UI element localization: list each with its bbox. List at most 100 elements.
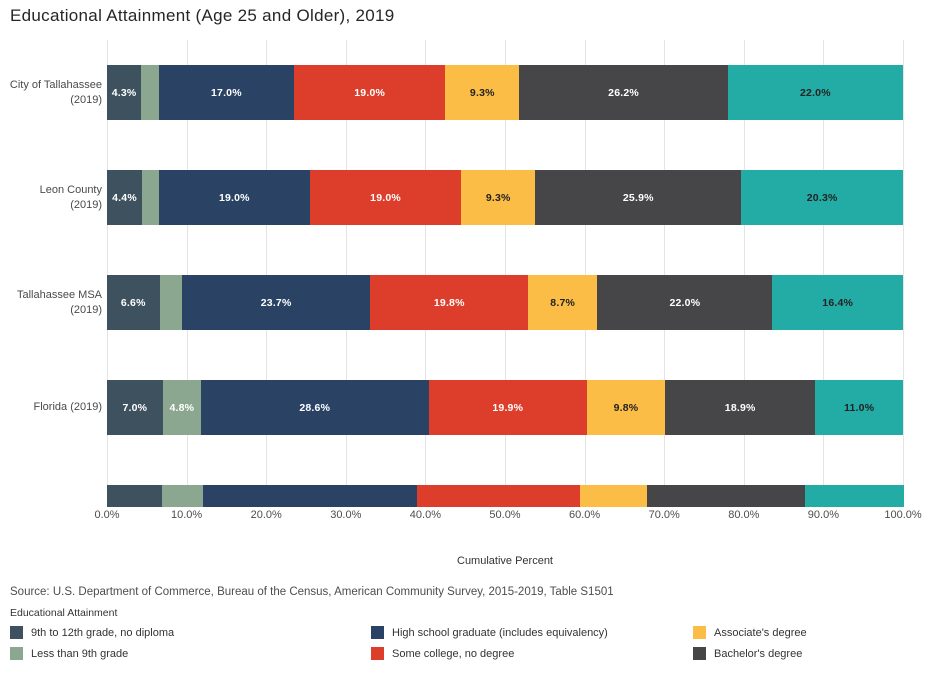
segment-value-label: 19.0% [354, 86, 386, 99]
segment-value-label: 18.9% [724, 401, 756, 414]
stacked-bar: 6.6% 23.7% 19.8% 8.7% 22.0% 16.4% [107, 275, 903, 330]
segment-value-label: 22.0% [799, 86, 831, 99]
bar-segment-unlabeled-teal[interactable] [805, 485, 904, 507]
gridline [345, 40, 347, 507]
bar-segment-high-school-graduate[interactable]: 19.0% [158, 170, 310, 225]
x-tick-label: 90.0% [807, 509, 839, 521]
legend-swatch [371, 647, 384, 660]
bar-segment-high-school-graduate[interactable] [202, 485, 418, 507]
bar-row: Florida (2019) 7.0% 4.8% 28.6% 19.9% 9.8% 18.9… [0, 355, 943, 460]
legend-item[interactable]: Bachelor's degree [693, 647, 802, 660]
bar-row: Leon County (2019) 4.4% 19.0% 19.0% 9.3% 25.9%… [0, 145, 943, 250]
bar-segment-unlabeled-teal[interactable]: 20.3% [741, 170, 903, 225]
bar-segment-some-college-no-degree[interactable] [417, 485, 580, 507]
x-tick-label: 30.0% [330, 509, 362, 521]
x-tick-label: 10.0% [170, 509, 203, 521]
segment-value-label: 17.0% [210, 86, 242, 99]
x-tick-label: 20.0% [250, 509, 282, 521]
bar-segment-bachelors-degree[interactable]: 22.0% [597, 275, 773, 330]
source-note: Source: U.S. Department of Commerce, Bur… [10, 586, 614, 598]
row-label-line: United States [36, 505, 102, 507]
bar-row: City of Tallahassee (2019) 4.3% 17.0% 19.0% 9… [0, 40, 943, 145]
gridline [903, 40, 904, 507]
bar-segment-grade-9-12-no-diploma[interactable] [107, 485, 162, 507]
segment-value-label: 19.0% [370, 191, 401, 204]
segment-value-label: 9.3% [469, 86, 495, 99]
bar-segment-less-than-9th-grade[interactable] [161, 485, 203, 507]
x-tick-label: 0.0% [94, 509, 120, 521]
bar-segment-bachelors-degree[interactable]: 25.9% [535, 170, 742, 225]
legend-item[interactable]: Some college, no degree [371, 647, 514, 660]
bar-segment-high-school-graduate[interactable]: 28.6% [200, 380, 429, 435]
row-label[interactable]: Leon County (2019) [0, 145, 102, 250]
bar-segment-less-than-9th-grade[interactable] [142, 170, 159, 225]
bar-segment-grade-9-12-no-diploma[interactable]: 7.0% [107, 380, 163, 435]
bar-segment-associates-degree[interactable]: 9.3% [445, 65, 520, 120]
legend-item[interactable]: High school graduate (includes equivalen… [371, 626, 608, 639]
stacked-bar: 4.3% 17.0% 19.0% 9.3% 26.2% 22.0% [107, 65, 903, 120]
bar-segment-grade-9-12-no-diploma[interactable]: 6.6% [107, 275, 160, 330]
bar-segment-associates-degree[interactable]: 9.3% [461, 170, 536, 225]
legend-swatch [693, 626, 706, 639]
bar-rows: City of Tallahassee (2019) 4.3% 17.0% 19.0% 9… [0, 40, 943, 507]
bar-segment-less-than-9th-grade[interactable]: 4.8% [162, 380, 201, 435]
legend-item-label: High school graduate (includes equivalen… [392, 626, 608, 639]
row-label[interactable]: City of Tallahassee (2019) [0, 40, 102, 145]
row-label-line: Leon County [39, 183, 102, 196]
bar-segment-bachelors-degree[interactable] [647, 485, 806, 507]
x-tick-label: 60.0% [568, 509, 601, 521]
bar-segment-some-college-no-degree[interactable]: 19.0% [309, 170, 462, 225]
chart-title: Educational Attainment (Age 25 and Older… [10, 6, 395, 25]
legend-item[interactable]: 9th to 12th grade, no diploma [10, 626, 174, 639]
bar-segment-unlabeled-teal[interactable]: 11.0% [815, 380, 903, 435]
segment-value-label: 19.0% [218, 191, 250, 204]
bar-segment-grade-9-12-no-diploma[interactable]: 4.4% [107, 170, 143, 225]
bar-segment-high-school-graduate[interactable]: 17.0% [158, 65, 295, 120]
segment-value-label: 8.7% [550, 296, 576, 309]
bar-segment-unlabeled-teal[interactable]: 16.4% [772, 275, 903, 330]
row-label[interactable]: Florida (2019) [0, 355, 102, 460]
segment-value-label: 23.7% [260, 296, 292, 309]
x-axis-title: Cumulative Percent [457, 555, 553, 567]
bar-segment-associates-degree[interactable]: 9.8% [586, 380, 665, 435]
gridline [584, 40, 586, 507]
bar-segment-grade-9-12-no-diploma[interactable]: 4.3% [107, 65, 142, 120]
bar-segment-less-than-9th-grade[interactable] [159, 275, 182, 330]
bar-segment-some-college-no-degree[interactable]: 19.8% [370, 275, 529, 330]
segment-value-label: 26.2% [608, 86, 639, 99]
row-label-line: Tallahassee MSA [17, 288, 102, 301]
legend: 9th to 12th grade, no diploma Less than 9… [0, 620, 943, 673]
legend-item-label: Some college, no degree [392, 647, 515, 660]
bar-segment-high-school-graduate[interactable]: 23.7% [181, 275, 371, 330]
segment-value-label: 19.9% [492, 401, 524, 414]
stacked-bar: 7.0% 4.8% 28.6% 19.9% 9.8% 18.9% 11.0% [107, 380, 903, 435]
bar-row: United States [0, 460, 943, 507]
gridlines [107, 40, 904, 507]
bar-segment-associates-degree[interactable]: 8.7% [528, 275, 598, 330]
segment-value-label: 11.0% [844, 401, 875, 414]
bar-segment-some-college-no-degree[interactable]: 19.0% [294, 65, 446, 120]
legend-item[interactable]: Less than 9th grade [10, 647, 128, 660]
segment-value-label: 28.6% [299, 401, 331, 414]
gridline [743, 40, 745, 507]
bar-segment-associates-degree[interactable] [579, 485, 648, 507]
bar-segment-unlabeled-teal[interactable]: 22.0% [727, 65, 903, 120]
bar-segment-less-than-9th-grade[interactable] [141, 65, 159, 120]
x-tick-label: 40.0% [409, 509, 441, 521]
legend-item[interactable]: Associate's degree [693, 626, 807, 639]
gridline [664, 40, 666, 507]
row-label[interactable]: Tallahassee MSA (2019) [0, 250, 102, 355]
legend-item-label: 9th to 12th grade, no diploma [31, 626, 175, 639]
segment-value-label: 4.4% [112, 191, 137, 204]
segment-value-label: 19.8% [433, 296, 465, 309]
legend-item-label: Bachelor's degree [714, 647, 803, 660]
bar-segment-some-college-no-degree[interactable]: 19.9% [428, 380, 587, 435]
row-label[interactable]: United States [0, 460, 102, 507]
bar-segment-bachelors-degree[interactable]: 18.9% [664, 380, 816, 435]
gridline [107, 40, 108, 507]
stacked-bar: 4.4% 19.0% 19.0% 9.3% 25.9% 20.3% [107, 170, 903, 225]
row-label-line: (2019) [70, 198, 102, 211]
legend-swatch [10, 626, 23, 639]
bar-segment-bachelors-degree[interactable]: 26.2% [519, 65, 728, 120]
legend-swatch [693, 647, 706, 660]
